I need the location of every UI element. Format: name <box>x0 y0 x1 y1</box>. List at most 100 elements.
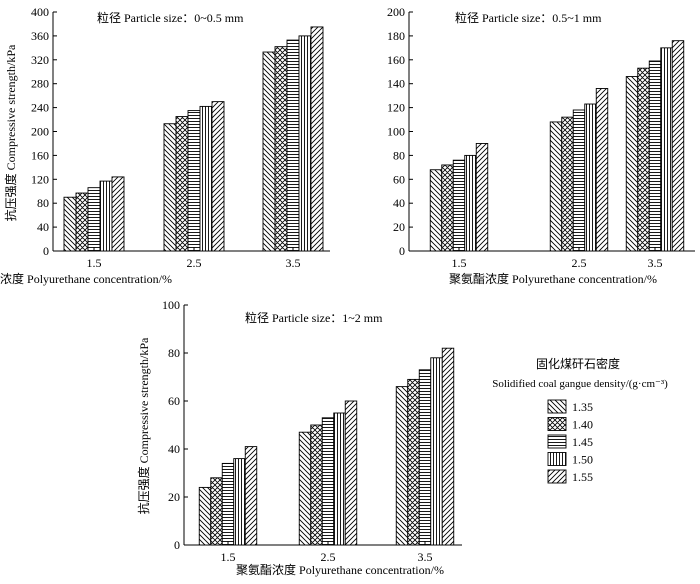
y-tick-label: 40 <box>168 442 180 456</box>
bar-1.35-3.5 <box>395 386 409 546</box>
chart-3-title: 粒径 Particle size：1~2 mm <box>245 310 383 325</box>
legend-swatch-1.50 <box>547 452 567 466</box>
bar-1.45-3.5 <box>648 60 662 252</box>
y-tick-label: 200 <box>387 5 405 19</box>
x-tick-label: 1.5 <box>452 256 467 270</box>
x-tick-label: 2.5 <box>187 256 202 270</box>
x-tick-label: 3.5 <box>286 256 301 270</box>
y-tick-label: 80 <box>393 148 405 162</box>
y-tick-label: 20 <box>393 220 405 234</box>
bar-1.40-3.5 <box>637 67 650 252</box>
y-tick-label: 60 <box>168 394 180 408</box>
y-tick-label: 400 <box>31 5 49 19</box>
bar-1.40-1.5 <box>75 192 89 252</box>
bar-1.50-3.5 <box>298 35 312 252</box>
chart-2: 粒径 Particle size：0.5~1 mm 聚氨酯浓度 Polyuret… <box>449 10 657 286</box>
bar-1.45-2.5 <box>187 110 201 252</box>
legend-title-en: Solidified coal gangue density/(g·cm⁻³) <box>492 378 668 390</box>
x-tick-label: 3.5 <box>418 550 433 564</box>
bar-1.45-3.5 <box>418 369 432 546</box>
bar-1.35-1.5 <box>63 196 77 252</box>
y-tick-label: 160 <box>31 148 49 162</box>
y-tick-label: 320 <box>31 53 49 67</box>
y-tick-label: 140 <box>387 77 405 91</box>
y-tick-label: 40 <box>393 196 405 210</box>
bar-1.50-1.5 <box>233 458 246 546</box>
plot-2: 0 20 40 60 80 100 120 140 160 180 200 1.5 2.5 3.5 <box>387 5 695 270</box>
y-tick-label: 240 <box>31 101 49 115</box>
x-tick-label: 1.5 <box>87 256 102 270</box>
chart-3-xlabel: 聚氨酯浓度 Polyurethane concentration/% <box>236 562 444 577</box>
bar-1.35-2.5 <box>549 121 563 252</box>
x-tick-label: 3.5 <box>648 256 663 270</box>
bar-1.35-2.5 <box>298 431 312 546</box>
y-tick-label: 280 <box>31 77 49 91</box>
bar-1.45-2.5 <box>572 109 586 252</box>
chart-2-xlabel: 聚氨酯浓度 Polyurethane concentration/% <box>449 271 657 286</box>
y-tick-label: 0 <box>399 244 405 258</box>
chart-1: 粒径 Particle size：0~0.5 mm 聚氨酯浓度 Polyuret… <box>0 10 244 286</box>
bar-1.50-2.5 <box>333 412 346 546</box>
bar-1.35-3.5 <box>262 51 276 252</box>
legend-label-1.55: 1.55 <box>572 470 593 484</box>
y-tick-label: 120 <box>387 101 405 115</box>
bar-1.55-3.5 <box>310 26 324 252</box>
x-tick-label: 1.5 <box>221 550 236 564</box>
bar-1.35-2.5 <box>163 123 177 252</box>
bar-1.50-1.5 <box>99 180 113 252</box>
bar-1.50-3.5 <box>660 47 673 252</box>
bar-1.35-3.5 <box>625 76 639 252</box>
x-tick-label: 2.5 <box>572 256 587 270</box>
bar-1.55-2.5 <box>595 88 609 252</box>
bar-1.50-2.5 <box>199 105 213 252</box>
bar-1.50-1.5 <box>464 154 477 252</box>
bar-1.40-1.5 <box>210 477 223 546</box>
chart-1-title: 粒径 Particle size：0~0.5 mm <box>97 10 244 25</box>
bar-1.45-2.5 <box>321 417 335 546</box>
y-tick-label: 160 <box>387 53 405 67</box>
chart-3-ylabel: 抗压强度 Compressive strength/kPa <box>136 337 151 514</box>
bar-1.40-1.5 <box>441 164 454 252</box>
legend-label-1.50: 1.50 <box>572 453 593 467</box>
bar-1.40-2.5 <box>310 424 323 546</box>
bar-1.45-3.5 <box>286 39 300 252</box>
y-tick-label: 360 <box>31 29 49 43</box>
bar-1.50-3.5 <box>430 357 443 546</box>
bar-1.40-2.5 <box>175 116 189 252</box>
y-tick-label: 100 <box>387 125 405 139</box>
legend-items: 1.35 1.40 1.45 1.50 1.55 <box>547 399 593 484</box>
y-tick-label: 60 <box>393 172 405 186</box>
bar-1.45-1.5 <box>221 462 235 546</box>
bar-1.40-2.5 <box>561 116 574 252</box>
y-tick-label: 40 <box>37 220 49 234</box>
y-tick-label: 80 <box>37 196 49 210</box>
bar-1.40-3.5 <box>407 378 420 546</box>
bar-1.55-3.5 <box>441 347 455 546</box>
bar-1.55-2.5 <box>211 101 225 252</box>
plot-1: 0 40 80 120 160 200 240 280 320 360 400 1.5 2.5 3.5 <box>31 5 330 270</box>
chart-1-xlabel: 聚氨酯浓度 Polyurethane concentration/% <box>0 271 172 286</box>
bar-1.55-2.5 <box>344 400 358 546</box>
y-tick-label: 0 <box>174 538 180 552</box>
y-tick-label: 0 <box>43 244 49 258</box>
y-tick-label: 120 <box>31 172 49 186</box>
bar-1.40-3.5 <box>274 46 288 252</box>
bar-1.50-2.5 <box>584 103 597 252</box>
chart-3: 粒径 Particle size：1~2 mm 聚氨酯浓度 Polyuretha… <box>136 310 444 577</box>
legend-label-1.40: 1.40 <box>572 418 593 432</box>
y-tick-label: 100 <box>162 298 180 312</box>
y-tick-label: 180 <box>387 29 405 43</box>
bar-1.55-1.5 <box>475 142 489 252</box>
bar-1.55-1.5 <box>244 446 258 546</box>
legend-title-cn: 固化煤矸石密度 <box>536 356 620 371</box>
bar-1.55-3.5 <box>671 40 685 252</box>
bar-1.45-1.5 <box>87 187 101 252</box>
bar-1.45-1.5 <box>452 159 466 252</box>
y-tick-label: 80 <box>168 346 180 360</box>
legend-label-1.45: 1.45 <box>572 435 593 449</box>
legend-swatch-1.55 <box>547 469 567 484</box>
legend: 固化煤矸石密度 Solidified coal gangue density/(… <box>492 356 668 484</box>
